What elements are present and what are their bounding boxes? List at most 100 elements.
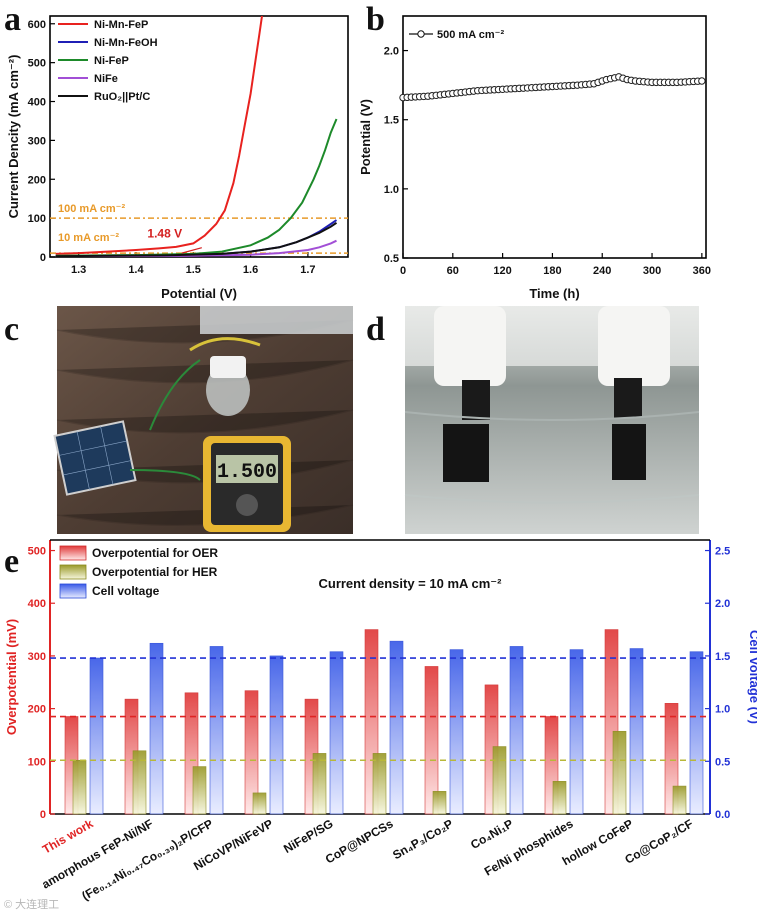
bar-overpotential-for-her — [552, 781, 567, 815]
y-axis-label: Current Dencity (mA cm⁻²) — [6, 55, 21, 219]
bar-cell-voltage — [269, 655, 284, 815]
y-tick-label: 0.5 — [384, 253, 399, 265]
category-label: This work — [40, 816, 96, 856]
x-tick-label: 1.5 — [186, 264, 201, 276]
category-label: Sn₄P₃/Co₂P — [390, 816, 455, 862]
chart-a-lsv: 1.3 1.4 1.5 1.6 1.7 0 100 200 300 400 500 600 Potent… — [6, 15, 349, 301]
meter-display: 1.500 — [217, 461, 277, 484]
legend-swatch — [59, 564, 87, 580]
legend-label: Cell voltage — [92, 584, 160, 598]
x-tick-label: 180 — [543, 265, 561, 277]
x-tick-label: 0 — [400, 265, 406, 277]
y-tick-label: 100 — [28, 213, 46, 225]
chart-e-title: Current density = 10 mA cm⁻² — [318, 576, 502, 591]
bar-cell-voltage — [629, 648, 644, 815]
bar-overpotential-for-her — [612, 730, 627, 815]
right-tick-label: 1.0 — [715, 704, 730, 716]
bar-overpotential-for-her — [372, 753, 387, 815]
bar-overpotential-for-oer — [424, 666, 439, 815]
y-tick-label: 0 — [40, 252, 46, 264]
panel-label-e: e — [4, 543, 19, 580]
bar-overpotential-for-her — [192, 766, 207, 815]
category-label: Co₄Ni₁P — [468, 816, 515, 851]
left-axis-label: Overpotential (mV) — [4, 619, 19, 735]
bar-cell-voltage — [329, 651, 344, 815]
legend-label: RuO₂||Pt/C — [94, 91, 150, 103]
y-tick-label: 600 — [28, 19, 46, 31]
legend-label: 500 mA cm⁻² — [437, 29, 504, 41]
x-axis-label: Time (h) — [529, 286, 579, 301]
y-tick-label: 2.0 — [384, 46, 399, 58]
panel-label-d: d — [366, 311, 385, 348]
annotation-text: 1.48 V — [147, 227, 182, 241]
bar-overpotential-for-her — [72, 759, 87, 815]
photo-d-electrodes — [404, 306, 700, 534]
bar-overpotential-for-her — [132, 750, 147, 815]
chart-b-stability: 0 60 120 180 240 300 360 0.5 1.0 1.5 2.0 Time (h) Po… — [358, 15, 711, 301]
bar-cell-voltage — [509, 646, 524, 815]
left-tick-label: 300 — [28, 651, 46, 663]
legend-label: Ni-Mn-FeOH — [94, 37, 158, 49]
bar-overpotential-for-her — [252, 792, 267, 815]
bar-overpotential-for-her — [312, 753, 327, 815]
bar-cell-voltage — [449, 649, 464, 815]
legend-swatch — [59, 583, 87, 599]
y-tick-label: 500 — [28, 58, 46, 70]
legend-label: Overpotential for HER — [92, 565, 218, 579]
category-label: CoP@NPCSs — [323, 816, 396, 866]
x-axis-label: Potential (V) — [161, 286, 237, 301]
x-tick-label: 360 — [693, 265, 711, 277]
y-tick-label: 300 — [28, 135, 46, 147]
bar-cell-voltage — [149, 642, 164, 815]
bar-overpotential-for-her — [492, 746, 507, 815]
y-axis-label: Potential (V) — [358, 99, 373, 175]
left-tick-label: 500 — [28, 546, 46, 558]
x-tick-label: 240 — [593, 265, 611, 277]
reference-line-label: 10 mA cm⁻² — [58, 232, 119, 244]
y-tick-label: 1.0 — [384, 184, 399, 196]
right-tick-label: 0.5 — [715, 756, 730, 768]
legend-label: Ni-Mn-FeP — [94, 19, 148, 31]
series-line-2 — [55, 118, 338, 257]
left-tick-label: 200 — [28, 704, 46, 716]
series-line-4 — [55, 221, 338, 257]
x-tick-label: 300 — [643, 265, 661, 277]
x-tick-label: 1.7 — [300, 264, 315, 276]
x-tick-label: 1.6 — [243, 264, 258, 276]
series-line-0 — [55, 16, 263, 255]
panel-label-c: c — [4, 311, 19, 348]
bar-cell-voltage — [89, 657, 104, 815]
left-tick-label: 400 — [28, 598, 46, 610]
bar-cell-voltage — [689, 651, 704, 815]
chart-e-comparison: 0 100 200 300 400 500 0.0 0.5 1.0 1.5 2.0 2.5 Overpo… — [4, 539, 757, 903]
x-tick-label: 120 — [493, 265, 511, 277]
right-axis-label: Cell voltage (V) — [747, 630, 757, 724]
bar-overpotential-for-her — [672, 785, 687, 815]
category-label: Co@CoP₂/CF — [622, 816, 695, 866]
x-tick-label: 1.3 — [71, 264, 86, 276]
legend-marker — [417, 30, 425, 38]
watermark: © 大连理工 — [4, 897, 59, 911]
panel-label-a: a — [4, 1, 21, 38]
data-point — [698, 77, 706, 85]
photo-c-solar-setup: 1.500 — [53, 306, 354, 534]
x-tick-label: 1.4 — [128, 264, 144, 276]
left-tick-label: 100 — [28, 756, 46, 768]
bar-overpotential-for-oer — [244, 690, 259, 815]
annotation-leader — [181, 247, 202, 254]
right-tick-label: 2.5 — [715, 546, 730, 558]
legend-label: NiFe — [94, 73, 118, 85]
right-tick-label: 0.0 — [715, 809, 730, 821]
bar-cell-voltage — [389, 640, 404, 815]
category-label: NiFeP/SG — [281, 816, 335, 855]
legend-label: Ni-FeP — [94, 55, 129, 67]
panel-label-b: b — [366, 1, 385, 38]
bar-cell-voltage — [209, 646, 224, 815]
y-tick-label: 1.5 — [384, 115, 399, 127]
right-tick-label: 2.0 — [715, 598, 730, 610]
chart-a-frame — [49, 15, 349, 258]
y-tick-label: 200 — [28, 174, 46, 186]
bar-cell-voltage — [569, 649, 584, 815]
right-tick-label: 1.5 — [715, 651, 730, 663]
